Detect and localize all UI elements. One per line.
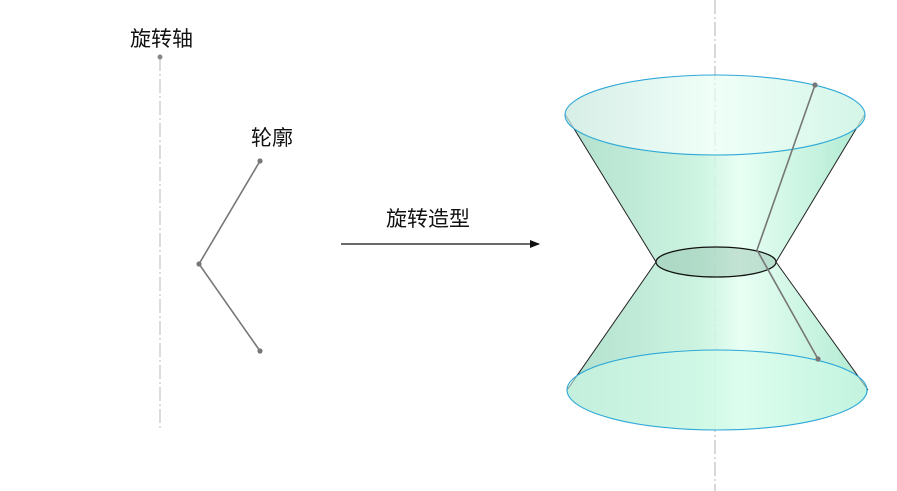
revolved-solid — [564, 0, 869, 491]
surface-profile-vertex-top — [812, 82, 818, 88]
profile-label: 轮廓 — [251, 126, 293, 150]
axis-endpoint — [157, 54, 163, 60]
surface-profile-vertex-bottom — [815, 356, 821, 362]
lower-right-edge — [775, 261, 869, 391]
top-cap-ellipse — [564, 74, 866, 156]
surface-profile-polyline — [756, 84, 819, 360]
waist-ellipse — [655, 246, 777, 278]
profile-group: 轮廓 — [196, 126, 293, 354]
profile-vertex-bottom — [257, 348, 263, 354]
profile-vertex-middle — [196, 261, 202, 267]
lower-left-edge — [566, 261, 657, 391]
operation-label: 旋转造型 — [386, 207, 470, 231]
profile-vertex-top — [257, 158, 263, 164]
axis-label: 旋转轴 — [130, 27, 193, 51]
profile-polyline — [198, 160, 261, 352]
bottom-rim-ellipse — [566, 349, 868, 431]
upper-left-edge — [564, 113, 657, 263]
operation-group: 旋转造型 — [341, 207, 540, 248]
upper-right-edge — [775, 113, 866, 263]
rotation-axis-group: 旋转轴 — [130, 27, 193, 430]
